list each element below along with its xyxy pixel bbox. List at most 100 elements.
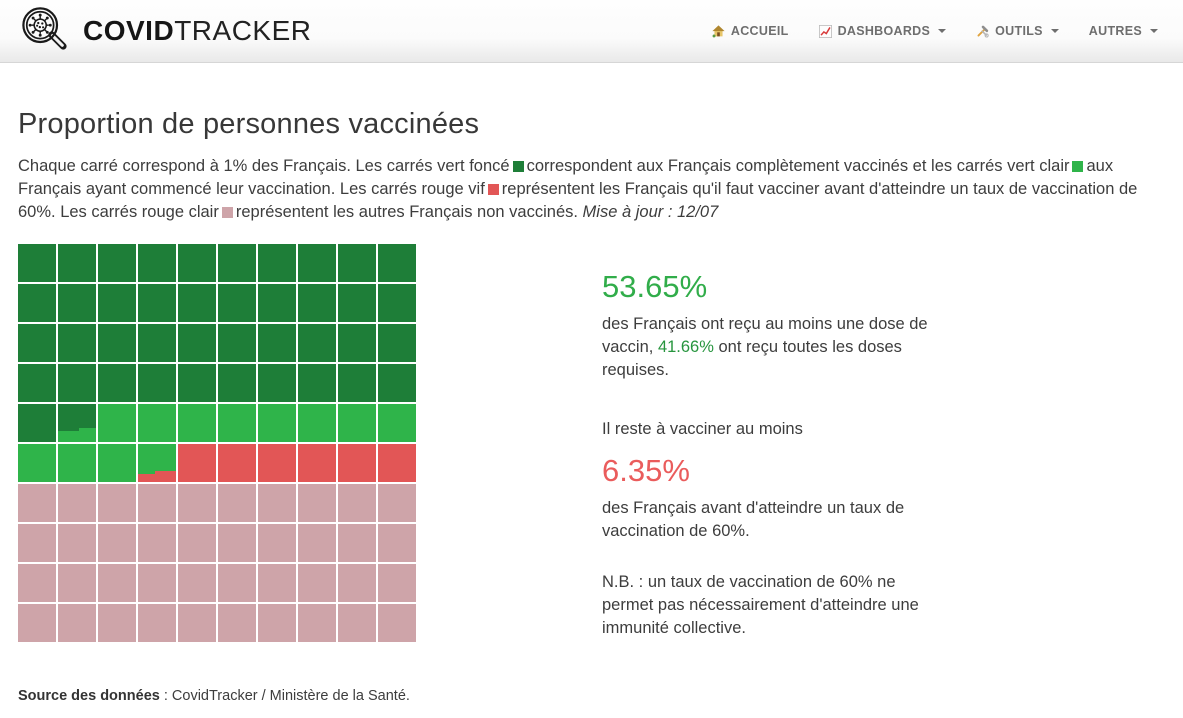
brand-title: COVIDTRACKER: [83, 15, 312, 46]
nav-item-label: DASHBOARDS: [837, 24, 931, 38]
waffle-cell: [138, 284, 176, 322]
waffle-cell: [258, 244, 296, 282]
waffle-cell: [258, 444, 296, 482]
waffle-cell: [218, 244, 256, 282]
stat-remaining-pct: 6.35%: [602, 453, 690, 489]
waffle-cell: [218, 484, 256, 522]
legend-square-pink: [221, 207, 233, 218]
waffle-cell: [258, 604, 296, 642]
waffle-cell: [298, 364, 336, 402]
waffle-cell: [298, 604, 336, 642]
stat-full-pct-inline: 41.66%: [657, 338, 714, 357]
waffle-cell: [378, 604, 416, 642]
waffle-cell: [98, 284, 136, 322]
waffle-cell: [18, 364, 56, 402]
waffle-cell: [218, 324, 256, 362]
nav-item-label: AUTRES: [1088, 24, 1142, 38]
waffle-cell: [298, 524, 336, 562]
waffle-cell: [178, 444, 216, 482]
nav-item-autres[interactable]: AUTRES: [1074, 24, 1173, 38]
waffle-cell: [18, 244, 56, 282]
waffle-cell: [58, 564, 96, 602]
waffle-cell: [138, 564, 176, 602]
waffle-cell: [58, 444, 96, 482]
waffle-cell: [378, 324, 416, 362]
waffle-cell: [18, 564, 56, 602]
waffle-chart: [18, 244, 416, 642]
waffle-cell: [338, 484, 376, 522]
waffle-cell: [258, 324, 296, 362]
description-text: Chaque carré correspond à 1% des Françai…: [18, 157, 510, 175]
legend-square-red: [487, 184, 499, 195]
waffle-cell: [338, 604, 376, 642]
waffle-cell: [298, 444, 336, 482]
nb-note: N.B. : un taux de vaccination de 60% ne …: [602, 573, 919, 638]
nav-item-accueil[interactable]: ACCUEIL: [697, 24, 804, 38]
brand-link[interactable]: COVIDTRACKER: [20, 5, 311, 58]
waffle-cell: [98, 244, 136, 282]
waffle-cell: [258, 364, 296, 402]
waffle-cell: [338, 364, 376, 402]
stat-one-dose-pct: 53.65%: [602, 269, 708, 304]
waffle-cell: [98, 364, 136, 402]
waffle-cell: [58, 244, 96, 282]
waffle-cell: [378, 404, 416, 442]
waffle-cell: [98, 324, 136, 362]
waffle-cell: [98, 444, 136, 482]
waffle-cell: [218, 524, 256, 562]
content-row: 53.65% des Français ont reçu au moins un…: [18, 244, 1165, 642]
house-icon: [712, 24, 725, 38]
waffle-cell: [378, 244, 416, 282]
waffle-cell: [98, 604, 136, 642]
waffle-cell: [218, 284, 256, 322]
nav-item-label: OUTILS: [995, 24, 1043, 38]
waffle-cell: [58, 604, 96, 642]
stat-one-dose-text: des Français ont reçu au moins une dose …: [602, 315, 928, 380]
waffle-cell: [98, 564, 136, 602]
description-text: aux Français ayant commencé leur vaccina…: [18, 157, 1114, 198]
waffle-cell: [298, 564, 336, 602]
waffle-cell: [138, 484, 176, 522]
waffle-cell: [338, 404, 376, 442]
waffle-cell: [378, 284, 416, 322]
tools-icon: [976, 25, 989, 38]
waffle-cell: [298, 244, 336, 282]
navbar: COVIDTRACKER ACCUEIL DASHBOARDS OUTILS AUTR…: [0, 0, 1183, 63]
waffle-cell: [138, 404, 176, 442]
stats-panel: 53.65% des Français ont reçu au moins un…: [602, 269, 950, 640]
waffle-cell: [98, 524, 136, 562]
waffle-cell: [178, 324, 216, 362]
chevron-down-icon: [1050, 29, 1059, 33]
waffle-cell: [338, 284, 376, 322]
waffle-cell: [178, 484, 216, 522]
waffle-cell: [58, 324, 96, 362]
nav-item-outils[interactable]: OUTILS: [961, 24, 1074, 38]
waffle-cell: [378, 444, 416, 482]
waffle-cell: [18, 284, 56, 322]
nav-item-label: ACCUEIL: [730, 24, 789, 38]
stat-remaining-text: des Français avant d'atteindre un taux d…: [602, 499, 905, 541]
waffle-cell: [338, 444, 376, 482]
waffle-cell: [338, 564, 376, 602]
legend-square-dark-green: [512, 161, 524, 172]
waffle-cell: [178, 604, 216, 642]
page-title: Proportion de personnes vaccinées: [18, 108, 480, 140]
chevron-down-icon: [938, 29, 947, 33]
waffle-cell: [178, 244, 216, 282]
waffle-cell: [378, 564, 416, 602]
waffle-cell: [98, 484, 136, 522]
waffle-cell: [218, 364, 256, 402]
update-date: Mise à jour : 12/07: [582, 203, 719, 221]
waffle-cell: [178, 404, 216, 442]
waffle-cell: [218, 444, 256, 482]
waffle-cell: [178, 564, 216, 602]
waffle-cell: [178, 364, 216, 402]
waffle-cell: [218, 404, 256, 442]
waffle-cell: [298, 404, 336, 442]
legend-square-light-green: [1072, 161, 1084, 172]
waffle-cell: [18, 604, 56, 642]
waffle-cell: [338, 324, 376, 362]
nav-item-dashboards[interactable]: DASHBOARDS: [804, 24, 962, 38]
waffle-cell: [138, 364, 176, 402]
waffle-cell: [58, 364, 96, 402]
